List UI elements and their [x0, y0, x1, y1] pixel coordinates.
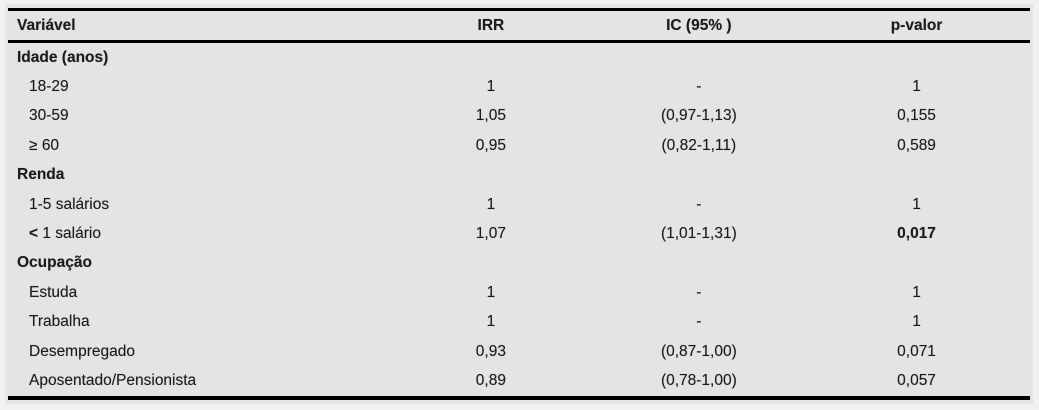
p-value-cell: 0,155 — [897, 107, 936, 125]
p-value-cell: 1 — [912, 313, 921, 331]
ic-value-cell: - — [696, 195, 702, 213]
ic-value-cell: (0,78-1,00) — [660, 371, 737, 389]
p-value-cell: 1 — [912, 283, 921, 301]
p-value-cell — [803, 42, 1030, 73]
column-header-ic95: IC (95% ) — [594, 9, 804, 43]
p-value-cell — [803, 161, 1030, 190]
irr-value-cell: 0,95 — [475, 136, 506, 154]
irr-value-cell — [387, 42, 594, 73]
ic-value-cell: (0,82-1,11) — [661, 136, 737, 154]
column-header-pvalor: p-valor — [803, 9, 1030, 43]
table-row: Renda — [8, 161, 1030, 190]
variable-label-cell: 1-5 salários — [29, 195, 110, 213]
irr-value-cell: 1,07 — [475, 225, 506, 243]
p-value-cell — [803, 249, 1030, 278]
irr-value-cell: 1,05 — [475, 107, 506, 125]
variable-label-cell: Idade (anos) — [17, 48, 109, 66]
variable-label-cell: Aposentado/Pensionista — [29, 371, 197, 389]
table-row: Trabalha 1 - 1 — [8, 308, 1030, 337]
irr-value-cell: 1 — [486, 283, 496, 301]
table-body: Idade (anos) 18-29 1 - 1 30-59 1,05 (0,9… — [8, 42, 1030, 398]
table-row: Estuda 1 - 1 — [8, 278, 1030, 307]
variable-label-cell: Estuda — [29, 283, 78, 301]
variable-label-cell: 30-59 — [29, 107, 69, 125]
irr-value-cell — [387, 161, 594, 190]
p-value-cell: 1 — [912, 78, 921, 96]
ic-value-cell — [595, 161, 803, 190]
variable-label-cell: Desempregado — [29, 342, 135, 360]
irr-value-cell: 0,89 — [475, 371, 506, 389]
table-row: Ocupação — [8, 249, 1030, 278]
variable-label-cell: ≥ 60 — [29, 136, 60, 154]
table-row: Desempregado 0,93 (0,87-1,00) 0,071 — [8, 337, 1030, 366]
results-table: Variável IRR IC (95% ) p-valor Idade (an… — [8, 8, 1030, 400]
p-value-cell: 0,071 — [897, 342, 936, 360]
ic-value-cell — [595, 42, 803, 73]
p-value-cell: 1 — [912, 195, 921, 213]
table-row: 18-29 1 - 1 — [8, 72, 1030, 101]
variable-label-cell: < 1 salário — [29, 225, 101, 243]
variable-label-cell: 18-29 — [29, 78, 69, 96]
column-header-irr: IRR — [387, 9, 595, 43]
irr-value-cell: 1 — [486, 195, 496, 213]
irr-value-cell: 1 — [486, 313, 496, 331]
ic-value-cell: - — [696, 78, 702, 96]
table-row: Aposentado/Pensionista 0,89 (0,78-1,00) … — [8, 366, 1030, 397]
ic-value-cell: - — [696, 283, 702, 301]
irr-value-cell: 1 — [486, 78, 496, 96]
table-row: Idade (anos) — [8, 42, 1030, 73]
header-row: Variável IRR IC (95% ) p-valor — [8, 9, 1030, 43]
variable-label-cell: Renda — [17, 166, 65, 184]
p-value-cell: 0,017 — [897, 225, 936, 243]
scanned-table-page: Variável IRR IC (95% ) p-valor Idade (an… — [5, 4, 1033, 404]
irr-value-cell: 0,93 — [475, 342, 506, 360]
table-row: 30-59 1,05 (0,97-1,13) 0,155 — [8, 102, 1030, 131]
table-row: ≥ 60 0,95 (0,82-1,11) 0,589 — [8, 131, 1030, 160]
p-value-cell: 0,589 — [897, 136, 936, 154]
table-row: 1-5 salários 1 - 1 — [8, 190, 1030, 219]
ic-value-cell — [595, 249, 803, 278]
p-value-cell: 0,057 — [897, 371, 936, 389]
ic-value-cell: (0,97-1,13) — [660, 107, 737, 125]
irr-value-cell — [387, 249, 594, 278]
table-container: Variável IRR IC (95% ) p-valor Idade (an… — [8, 8, 1030, 400]
table-row: < 1 salário 1,07 (1,01-1,31) 0,017 — [8, 219, 1030, 248]
ic-value-cell: - — [696, 313, 702, 331]
variable-label-cell: Ocupação — [17, 254, 92, 272]
column-header-variavel: Variável — [8, 9, 388, 43]
ic-value-cell: (1,01-1,31) — [660, 225, 737, 243]
variable-label-cell: Trabalha — [29, 313, 90, 331]
ic-value-cell: (0,87-1,00) — [660, 342, 737, 360]
